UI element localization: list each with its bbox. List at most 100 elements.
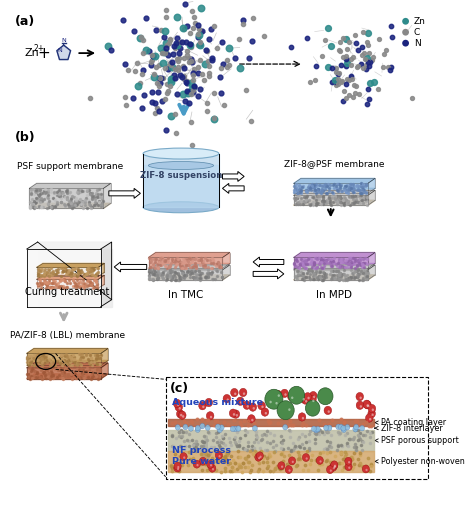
- Point: [85, 186, 93, 194]
- Polygon shape: [57, 45, 71, 60]
- Point: [34, 268, 42, 276]
- Point: [177, 433, 185, 441]
- Point: [302, 273, 310, 281]
- Point: [70, 353, 77, 362]
- Point: [348, 465, 356, 473]
- Point: [88, 266, 95, 274]
- Point: [334, 80, 342, 88]
- Circle shape: [183, 456, 185, 459]
- Point: [55, 187, 62, 195]
- Point: [174, 467, 182, 475]
- Point: [194, 21, 201, 29]
- Point: [357, 191, 365, 199]
- Point: [156, 79, 164, 87]
- Point: [255, 467, 262, 475]
- Point: [251, 452, 259, 460]
- Point: [163, 276, 170, 284]
- Point: [302, 256, 310, 264]
- Point: [334, 70, 342, 78]
- Point: [214, 258, 221, 266]
- Point: [45, 186, 52, 194]
- Point: [313, 274, 321, 282]
- Point: [198, 27, 205, 36]
- Point: [202, 46, 210, 55]
- Point: [42, 373, 49, 381]
- Point: [29, 366, 36, 374]
- Point: [177, 459, 184, 468]
- Point: [345, 274, 353, 282]
- Point: [254, 456, 262, 464]
- Point: [180, 256, 187, 265]
- Point: [215, 441, 223, 449]
- Point: [187, 88, 194, 96]
- Point: [35, 281, 43, 289]
- Point: [158, 253, 166, 262]
- Point: [35, 190, 42, 198]
- Point: [28, 365, 36, 373]
- Point: [225, 460, 232, 468]
- Circle shape: [246, 405, 249, 408]
- Point: [329, 257, 337, 265]
- Circle shape: [289, 457, 296, 465]
- Point: [321, 270, 329, 279]
- Point: [66, 356, 73, 365]
- Point: [318, 257, 326, 265]
- Point: [29, 199, 37, 208]
- Point: [225, 61, 233, 70]
- Point: [360, 274, 367, 283]
- Point: [85, 200, 92, 209]
- Point: [355, 90, 363, 98]
- Point: [43, 282, 51, 290]
- Point: [217, 468, 225, 476]
- Point: [332, 63, 340, 72]
- Point: [286, 459, 294, 468]
- Point: [309, 275, 317, 283]
- Point: [45, 355, 52, 363]
- Point: [344, 45, 351, 53]
- Point: [177, 273, 185, 282]
- Circle shape: [348, 467, 350, 469]
- Point: [328, 188, 335, 196]
- Point: [88, 373, 95, 381]
- Point: [216, 263, 224, 271]
- Point: [163, 256, 171, 264]
- Point: [175, 420, 183, 428]
- Point: [315, 460, 323, 468]
- Point: [171, 44, 178, 52]
- Point: [165, 39, 173, 47]
- Circle shape: [189, 426, 193, 431]
- Point: [33, 368, 41, 376]
- Polygon shape: [98, 264, 104, 277]
- Point: [301, 276, 308, 284]
- Point: [337, 269, 344, 277]
- Point: [305, 200, 312, 208]
- Point: [180, 63, 188, 72]
- Point: [155, 274, 162, 282]
- Circle shape: [354, 424, 359, 430]
- Point: [193, 270, 201, 279]
- Point: [200, 76, 208, 84]
- Point: [339, 53, 346, 61]
- Point: [166, 266, 174, 274]
- Point: [292, 254, 300, 263]
- Point: [49, 371, 57, 380]
- Text: PA/ZIF-8 (LBL) membrane: PA/ZIF-8 (LBL) membrane: [10, 331, 125, 340]
- Point: [47, 367, 55, 375]
- Point: [195, 25, 203, 33]
- Point: [352, 267, 359, 275]
- Point: [73, 200, 81, 208]
- Point: [79, 349, 86, 357]
- Point: [147, 268, 155, 276]
- Point: [271, 465, 279, 473]
- Point: [52, 281, 60, 289]
- Polygon shape: [294, 191, 375, 195]
- Point: [235, 35, 243, 43]
- Point: [345, 442, 352, 450]
- Point: [65, 197, 73, 205]
- Point: [333, 192, 341, 200]
- Point: [183, 436, 191, 444]
- Point: [57, 276, 64, 284]
- Point: [327, 461, 334, 470]
- Point: [33, 351, 41, 359]
- Point: [180, 273, 187, 281]
